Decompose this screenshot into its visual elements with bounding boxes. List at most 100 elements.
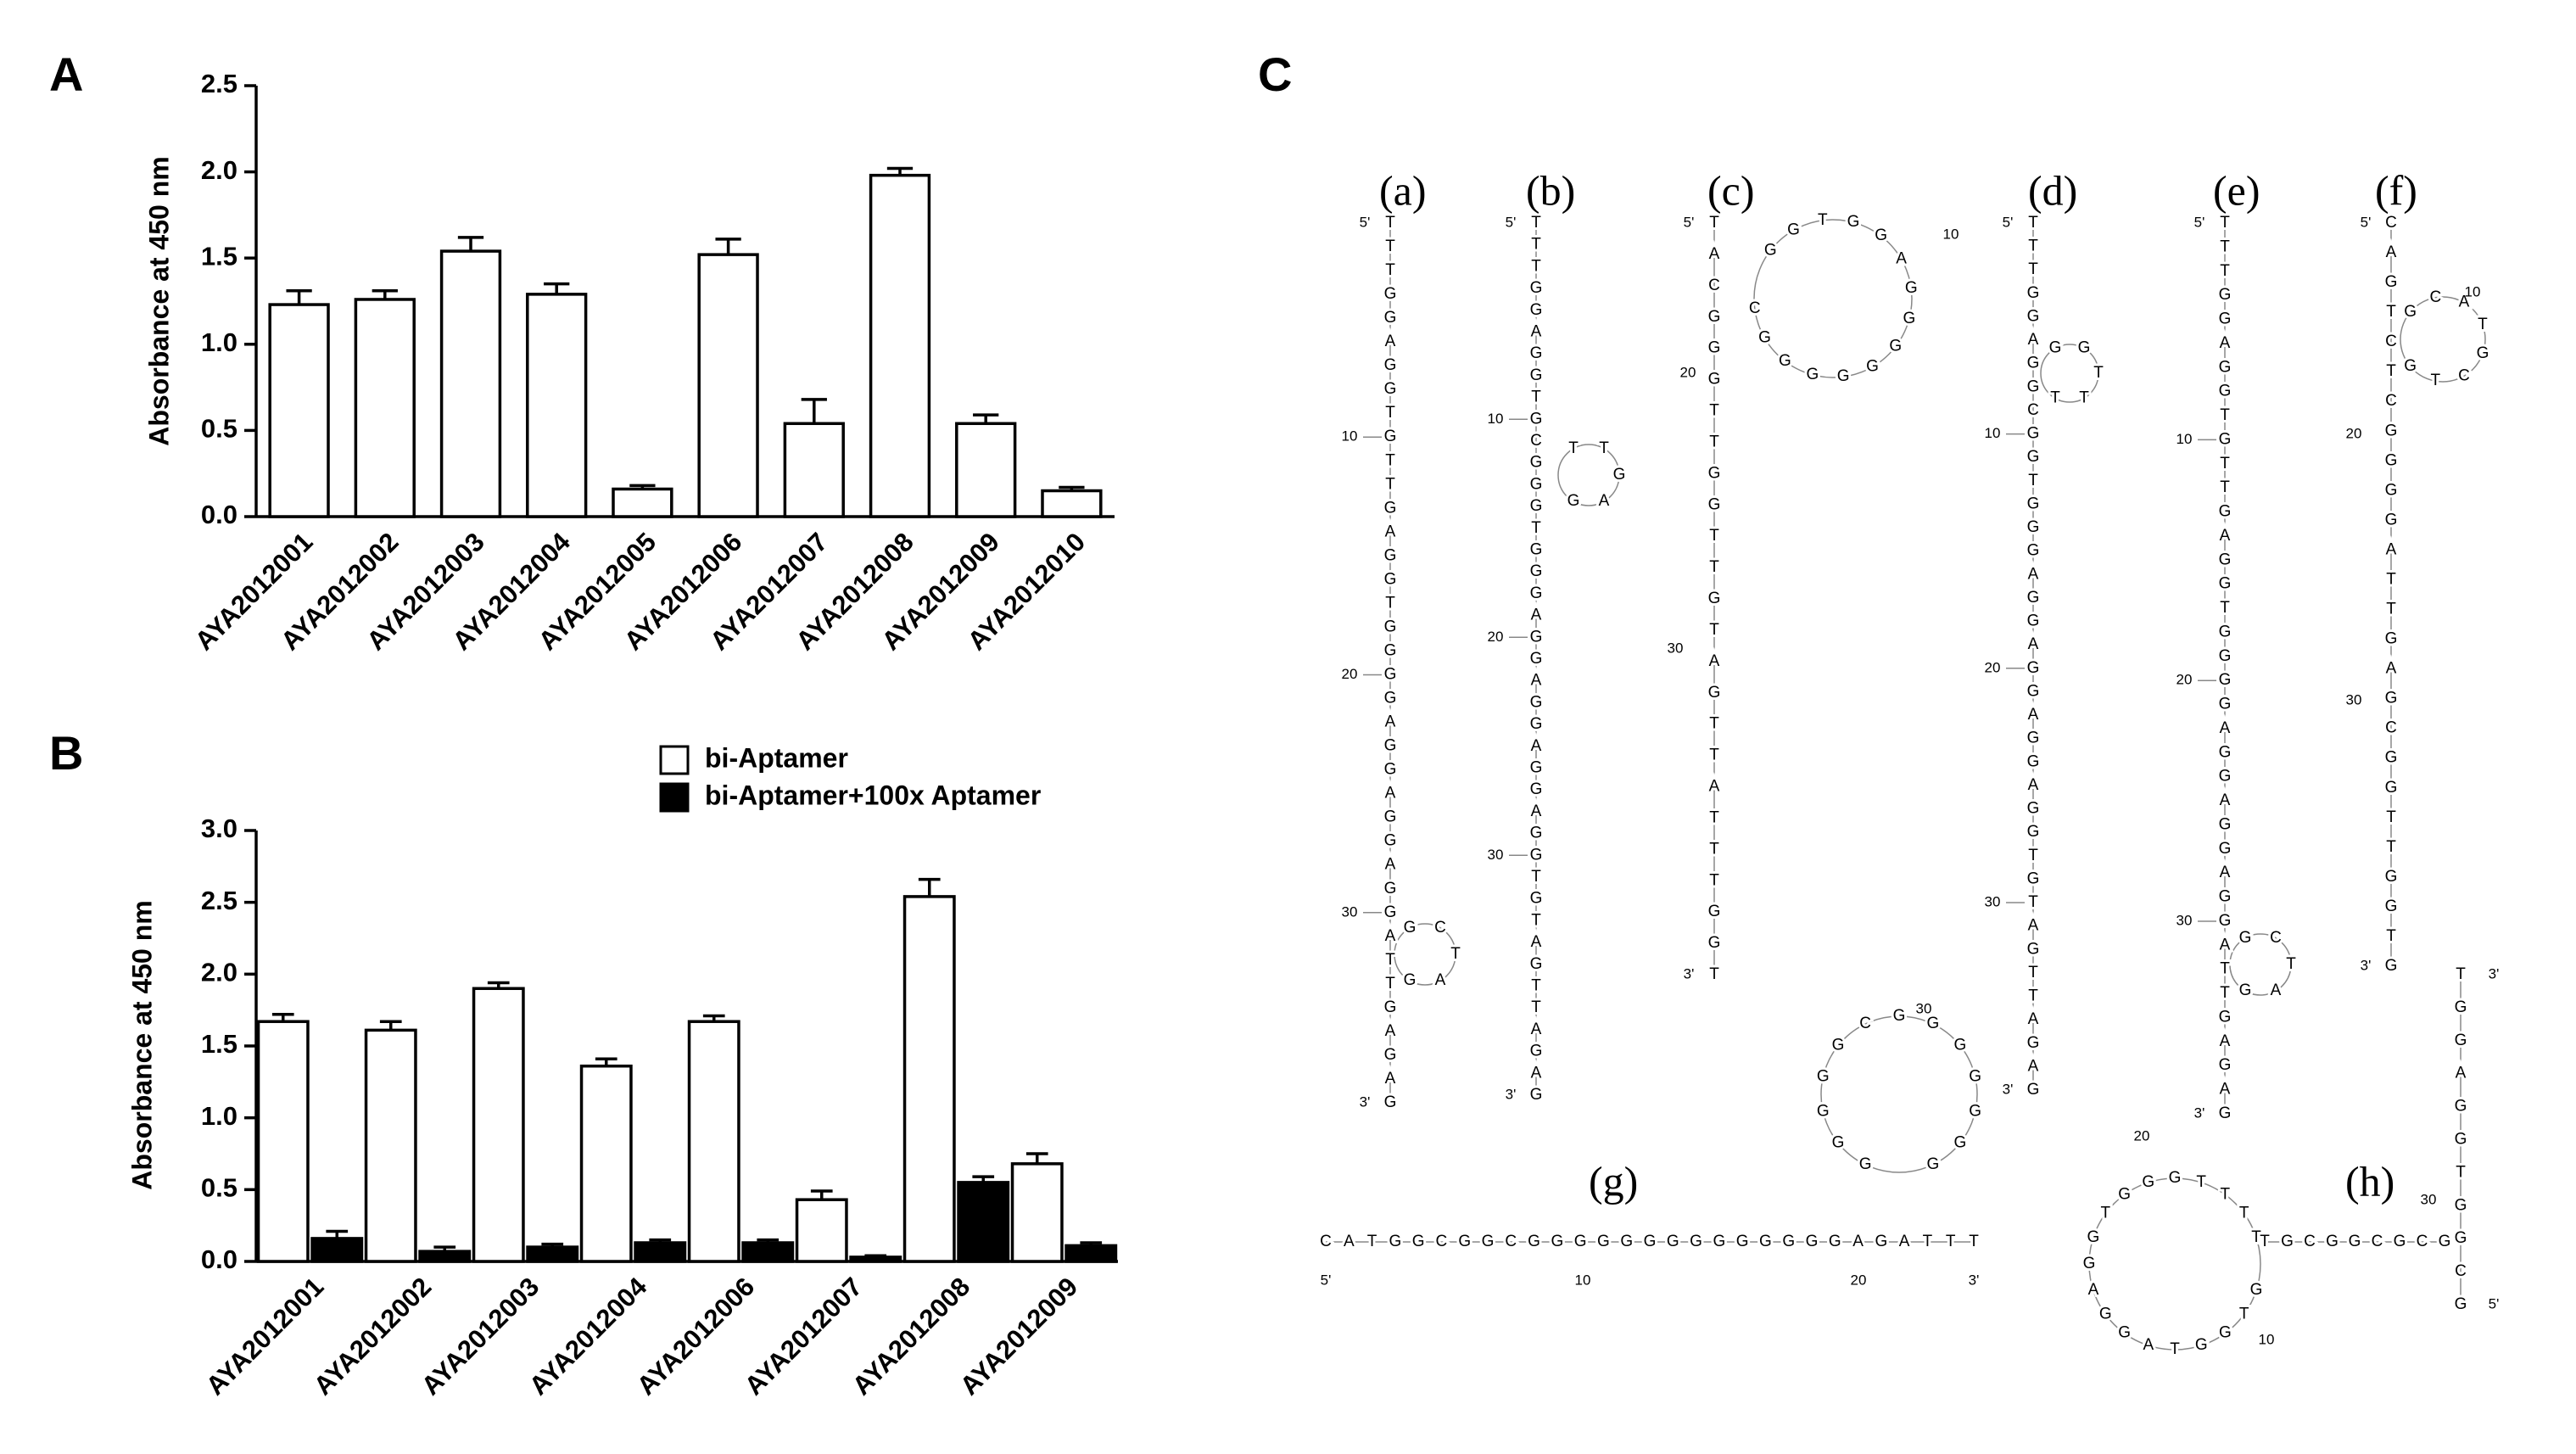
position-number: 10 [2259, 1331, 2275, 1347]
bar [795, 1198, 848, 1263]
loop-backbone [1753, 219, 1913, 378]
position-number: 30 [1668, 640, 1684, 656]
y-tick-label: 0.0 [201, 1244, 237, 1274]
y-axis-label: Absorbance at 450 nm [126, 900, 157, 1189]
bar [697, 253, 759, 518]
bar [957, 1181, 1010, 1263]
panel-label: C [1258, 48, 1292, 101]
strand-end: 5' [2194, 214, 2205, 230]
position-number: 30 [2346, 691, 2362, 707]
position-number: 20 [1488, 629, 1504, 645]
strand-end: 3' [1684, 965, 1695, 981]
position-number: 20 [2176, 672, 2193, 688]
strand-end: 3' [1360, 1093, 1371, 1110]
bar [869, 173, 931, 518]
y-axis-label: Absorbance at 450 nm [143, 156, 174, 445]
position-number: 10 [1342, 428, 1358, 445]
strand-end: 3' [2003, 1081, 2014, 1097]
structure-label: (d) [2028, 166, 2077, 214]
loop-sequence: G T G GTAGGAGGTGG G TTTT [2083, 1169, 2263, 1358]
panel-label: B [49, 726, 83, 780]
y-tick-label: 2.0 [201, 958, 237, 987]
strand-end: 5' [1684, 214, 1695, 230]
position-number: 10 [1943, 226, 1959, 242]
loop-sequence: GGT GGA G G G G GGGGC [1749, 211, 1918, 385]
strand-end: 3' [1506, 1086, 1517, 1102]
bar [268, 303, 330, 518]
panel-label: A [49, 48, 83, 101]
loop-sequence: T TG AG [1567, 439, 1626, 510]
y-tick-label: 1.0 [201, 327, 237, 357]
bar [526, 1245, 579, 1263]
bar [741, 1241, 795, 1263]
structure-label: (c) [1707, 166, 1755, 214]
strand-end: 5' [2003, 214, 2014, 230]
position-number: 30 [1985, 894, 2001, 910]
y-tick-label: 1.0 [201, 1101, 237, 1131]
loop-backbone [2229, 933, 2292, 996]
loop-sequence: G CT AG [2239, 929, 2297, 999]
structure-label: (a) [1379, 166, 1427, 214]
strand-end: 5' [2489, 1295, 2500, 1311]
strand-end: 3' [1969, 1272, 1980, 1288]
loop-backbone [1394, 923, 1456, 986]
y-tick-label: 1.5 [201, 241, 237, 271]
strand-end: 3' [2194, 1104, 2205, 1121]
bar [526, 293, 588, 518]
structure-label: (e) [2213, 166, 2260, 214]
y-tick-label: 2.5 [201, 69, 237, 98]
position-number: 20 [1851, 1272, 1867, 1288]
y-tick-label: 3.0 [201, 814, 237, 843]
structure-label: (h) [2345, 1157, 2394, 1205]
structure-label: (f) [2375, 166, 2417, 214]
y-tick-label: 0.5 [201, 1173, 237, 1203]
position-number: 10 [1575, 1272, 1591, 1288]
position-number: 10 [1985, 425, 2001, 441]
position-number: 10 [2465, 283, 2481, 299]
y-tick-label: 0.0 [201, 500, 237, 529]
loop-sequence: GGGGGC G GGG G G G [1817, 1007, 1981, 1173]
loop-backbone [2400, 296, 2486, 383]
loop-sequence: G CT AG [1404, 919, 1461, 989]
bar [1064, 1244, 1118, 1263]
bar [634, 1241, 687, 1263]
bar [418, 1250, 472, 1263]
loop-backbone [1557, 444, 1620, 506]
position-number: 20 [1985, 659, 2001, 675]
strand-end: 5' [1321, 1272, 1332, 1288]
legend-swatch [659, 782, 690, 813]
strand-end: 3' [2489, 965, 2500, 981]
bar [687, 1020, 740, 1263]
bar [1010, 1162, 1064, 1263]
bar [902, 895, 956, 1263]
y-tick-label: 0.5 [201, 414, 237, 444]
bar [1041, 489, 1103, 518]
strand-end: 5' [2361, 214, 2372, 230]
loop-backbone [2088, 1177, 2261, 1351]
loop-backbone [1820, 1015, 1978, 1173]
strand-end: 3' [2361, 957, 2372, 973]
position-number: 30 [1342, 903, 1358, 920]
position-number: 20 [2134, 1127, 2150, 1144]
y-tick-label: 1.5 [201, 1029, 237, 1059]
loop-sequence: G GT TT [2049, 339, 2104, 407]
position-number: 30 [2421, 1191, 2437, 1207]
bar [783, 422, 845, 518]
bar [955, 422, 1017, 518]
loop-sequence: GC AT G CTG [2404, 288, 2489, 389]
structure-label: (g) [1589, 1157, 1638, 1205]
bar [472, 987, 525, 1263]
legend-label: bi-Aptamer [705, 742, 848, 773]
position-number: 20 [1680, 364, 1696, 380]
bar [579, 1064, 633, 1263]
bar [364, 1028, 417, 1263]
legend-label: bi-Aptamer+100x Aptamer [705, 780, 1041, 810]
